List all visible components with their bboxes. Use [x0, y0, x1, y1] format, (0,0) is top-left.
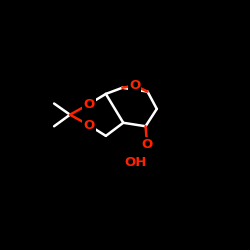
Text: O: O: [142, 138, 153, 151]
Text: OH: OH: [124, 156, 147, 169]
Text: O: O: [83, 98, 94, 110]
Text: O: O: [129, 79, 140, 92]
Text: O: O: [83, 119, 94, 132]
